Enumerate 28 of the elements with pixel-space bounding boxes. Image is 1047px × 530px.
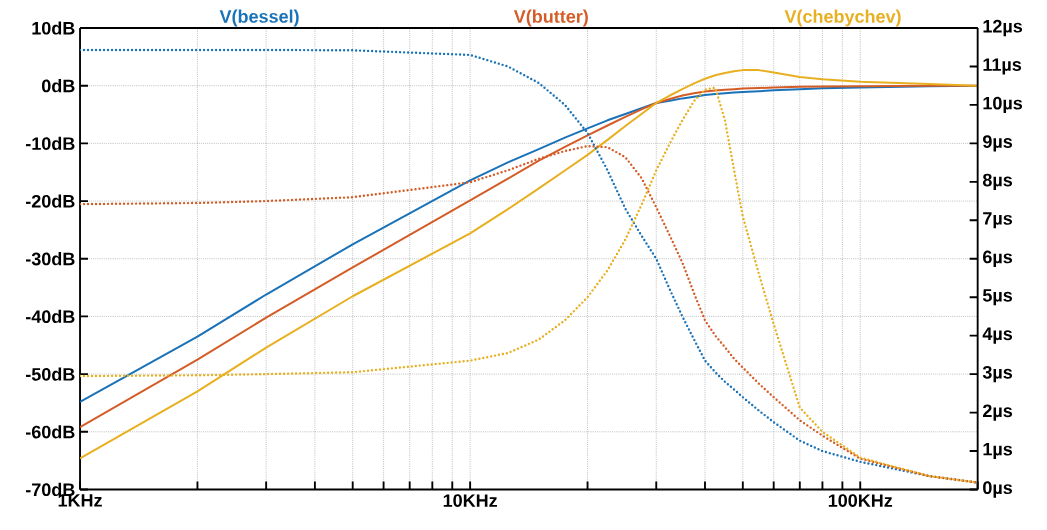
y2-tick-label: 5µs: [982, 289, 1013, 306]
y2-tick-label: 10µs: [983, 97, 1023, 114]
y2-tick-label: 12µs: [983, 20, 1023, 37]
y-tick-label: -20dB: [26, 194, 75, 208]
y-tick-label: 10dB: [32, 21, 75, 35]
x-tick-label: 1KHz: [58, 494, 102, 507]
y-tick-label: -40dB: [26, 310, 75, 324]
x-tick-label: 10KHz: [443, 494, 497, 508]
y2-tick-label: 4µs: [982, 327, 1013, 344]
y2-tick-label: 3µs: [982, 366, 1013, 383]
y2-tick-label: 11µs: [983, 58, 1022, 75]
y-tick-label: 0dB: [42, 79, 75, 93]
y-tick-label: -10dB: [26, 137, 75, 151]
y2-tick-label: 9µs: [983, 135, 1013, 152]
y2-tick-label: 8µs: [982, 173, 1013, 191]
y2-tick-label: 7µs: [983, 212, 1013, 229]
text: V(bessel): [219, 9, 299, 27]
y2-tick-label: 0µs: [983, 481, 1013, 498]
text: V(chebychev): [784, 9, 901, 27]
y-tick-label: -70dB: [26, 483, 75, 497]
y2-tick-label: 6µs: [983, 250, 1013, 268]
y2-tick-label: 1µs: [983, 443, 1013, 460]
y-tick-label: -50dB: [26, 367, 75, 381]
y-tick-label: -30dB: [26, 252, 75, 266]
text: V(butter): [513, 9, 588, 27]
x-tick-label: 100KHz: [828, 494, 893, 508]
y2-tick-label: 2µs: [983, 404, 1013, 421]
y-tick-label: -60dB: [26, 425, 75, 439]
